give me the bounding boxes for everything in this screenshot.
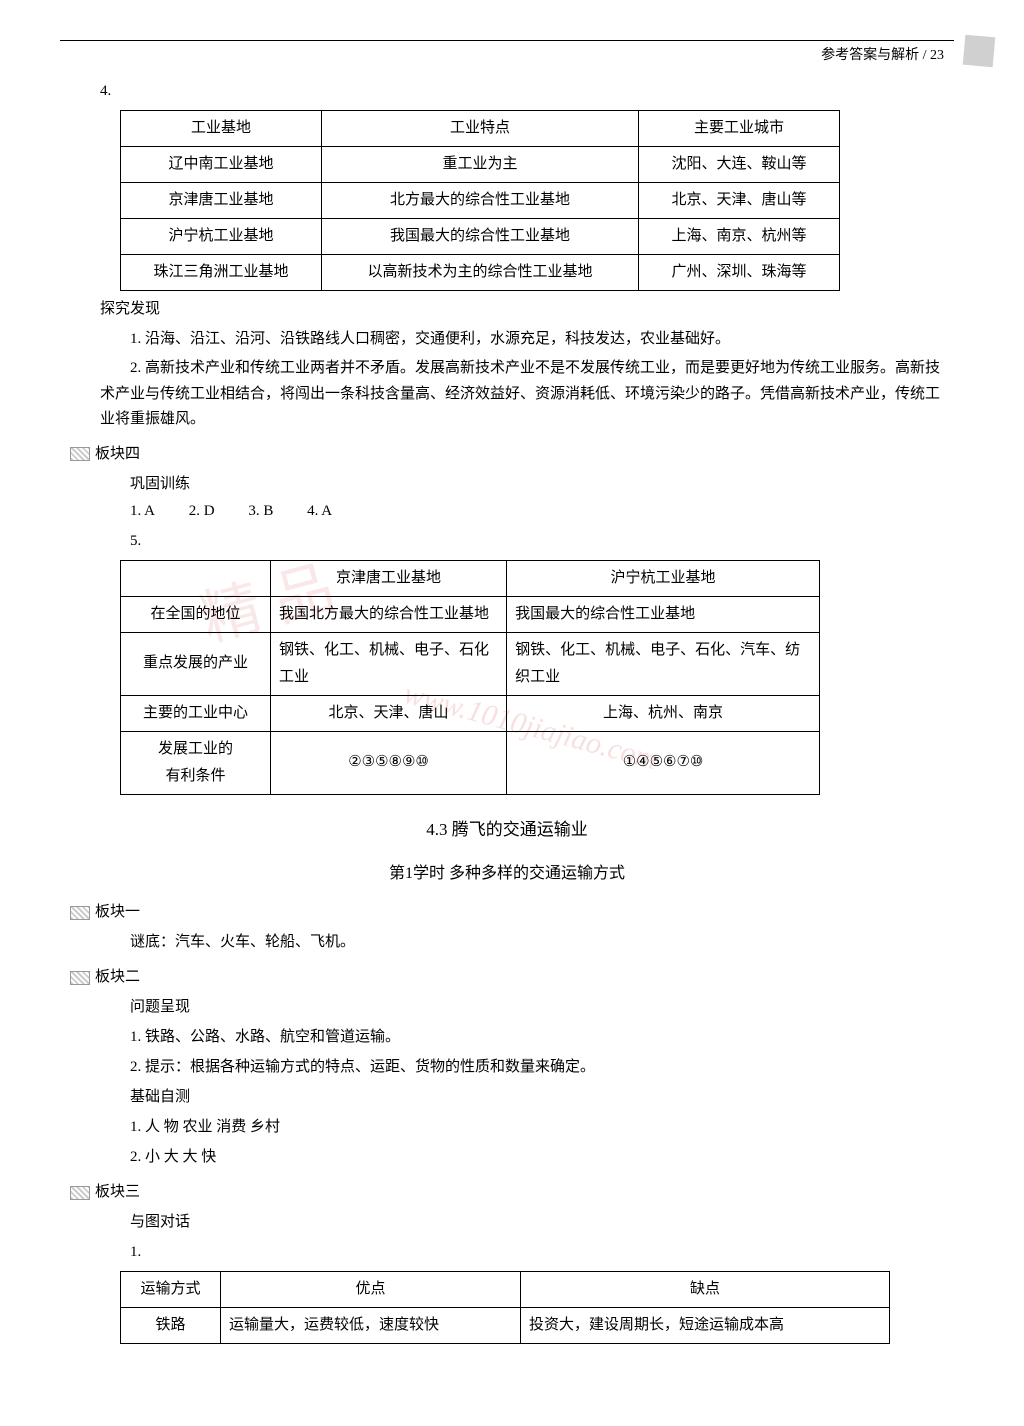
- block2-test-1: 1. 人 物 农业 消费 乡村: [130, 1114, 954, 1141]
- table-cell: 投资大，建设周期长，短途运输成本高: [521, 1308, 890, 1344]
- table-cell: 京津唐工业基地: [121, 183, 322, 219]
- table-header: 运输方式: [121, 1272, 221, 1308]
- block4-marker: 板块四: [70, 441, 954, 468]
- block3-title: 板块三: [95, 1184, 140, 1200]
- table-header: 缺点: [521, 1272, 890, 1308]
- table-header: 主要工业城市: [638, 111, 839, 147]
- transport-table: 运输方式 优点 缺点 铁路 运输量大，运费较低，速度较快 投资大，建设周期长，短…: [120, 1271, 890, 1344]
- table-cell: ②③⑤⑧⑨⑩: [271, 731, 507, 794]
- table-cell: 重工业为主: [322, 147, 639, 183]
- marker-icon: [70, 447, 90, 461]
- table-cell: 北方最大的综合性工业基地: [322, 183, 639, 219]
- table-cell: 广州、深圳、珠海等: [638, 255, 839, 291]
- block3-marker: 板块三: [70, 1179, 954, 1206]
- lesson-1-title: 第1学时 多种多样的交通运输方式: [60, 860, 954, 889]
- table-cell: 钢铁、化工、机械、电子、石化工业: [271, 632, 507, 695]
- table-header: [121, 560, 271, 596]
- answers-row: 1. A 2. D 3. B 4. A: [130, 498, 954, 525]
- table-cell: 上海、南京、杭州等: [638, 219, 839, 255]
- table-cell: 在全国的地位: [121, 596, 271, 632]
- marker-icon: [70, 971, 90, 985]
- table-cell: 北京、天津、唐山等: [638, 183, 839, 219]
- table-cell: 我国最大的综合性工业基地: [322, 219, 639, 255]
- question-4-number: 4.: [100, 78, 954, 105]
- block4-subtitle: 巩固训练: [130, 471, 954, 498]
- table-cell: 运输量大，运费较低，速度较快: [221, 1308, 521, 1344]
- block3-q1: 1.: [130, 1239, 954, 1266]
- table-header: 工业特点: [322, 111, 639, 147]
- table-cell: 重点发展的产业: [121, 632, 271, 695]
- answer-2: 2. D: [189, 503, 215, 519]
- block2-subtitle: 问题呈现: [130, 994, 954, 1021]
- marker-icon: [70, 906, 90, 920]
- table-cell: 北京、天津、唐山: [271, 695, 507, 731]
- industrial-base-table: 工业基地 工业特点 主要工业城市 辽中南工业基地 重工业为主 沈阳、大连、鞍山等…: [120, 110, 840, 291]
- table-cell: 珠江三角洲工业基地: [121, 255, 322, 291]
- block4-title: 板块四: [95, 446, 140, 462]
- block3-subtitle: 与图对话: [130, 1209, 954, 1236]
- page-corner-decoration: [963, 35, 996, 68]
- block1-marker: 板块一: [70, 899, 954, 926]
- table-cell: 以高新技术为主的综合性工业基地: [322, 255, 639, 291]
- block2-test-2: 2. 小 大 大 快: [130, 1144, 954, 1171]
- table-cell: 主要的工业中心: [121, 695, 271, 731]
- table-cell: 我国北方最大的综合性工业基地: [271, 596, 507, 632]
- table-header: 京津唐工业基地: [271, 560, 507, 596]
- page-header: 参考答案与解析 / 23: [60, 43, 954, 68]
- answer-4: 4. A: [307, 503, 332, 519]
- block2-item-1: 1. 铁路、公路、水路、航空和管道运输。: [130, 1024, 954, 1051]
- table-cell: 沪宁杭工业基地: [121, 219, 322, 255]
- table-header: 工业基地: [121, 111, 322, 147]
- header-divider: [60, 40, 954, 41]
- answer-3: 3. B: [248, 503, 273, 519]
- table-cell: 发展工业的有利条件: [121, 731, 271, 794]
- table-cell: 铁路: [121, 1308, 221, 1344]
- discovery-item-1: 1. 沿海、沿江、沿河、沿铁路线人口稠密，交通便利，水源充足，科技发达，农业基础…: [130, 326, 954, 353]
- table-cell: 上海、杭州、南京: [507, 695, 820, 731]
- discovery-title: 探究发现: [100, 296, 954, 323]
- block1-content: 谜底：汽车、火车、轮船、飞机。: [130, 929, 954, 956]
- table-cell: 我国最大的综合性工业基地: [507, 596, 820, 632]
- table-header: 优点: [221, 1272, 521, 1308]
- table-cell: 辽中南工业基地: [121, 147, 322, 183]
- block2-marker: 板块二: [70, 964, 954, 991]
- table-cell: 钢铁、化工、机械、电子、石化、汽车、纺织工业: [507, 632, 820, 695]
- block1-title: 板块一: [95, 904, 140, 920]
- table-cell: 沈阳、大连、鞍山等: [638, 147, 839, 183]
- question-5-number: 5.: [130, 528, 954, 555]
- comparison-table: 京津唐工业基地 沪宁杭工业基地 在全国的地位 我国北方最大的综合性工业基地 我国…: [120, 560, 820, 795]
- marker-icon: [70, 1186, 90, 1200]
- section-4-3-title: 4.3 腾飞的交通运输业: [60, 815, 954, 846]
- block2-subtitle2: 基础自测: [130, 1084, 954, 1111]
- block2-item-2: 2. 提示：根据各种运输方式的特点、运距、货物的性质和数量来确定。: [130, 1054, 954, 1081]
- block2-title: 板块二: [95, 969, 140, 985]
- table-header: 沪宁杭工业基地: [507, 560, 820, 596]
- answer-1: 1. A: [130, 503, 155, 519]
- table-cell: ①④⑤⑥⑦⑩: [507, 731, 820, 794]
- discovery-item-2: 2. 高新技术产业和传统工业两者并不矛盾。发展高新技术产业不是不发展传统工业，而…: [100, 356, 954, 433]
